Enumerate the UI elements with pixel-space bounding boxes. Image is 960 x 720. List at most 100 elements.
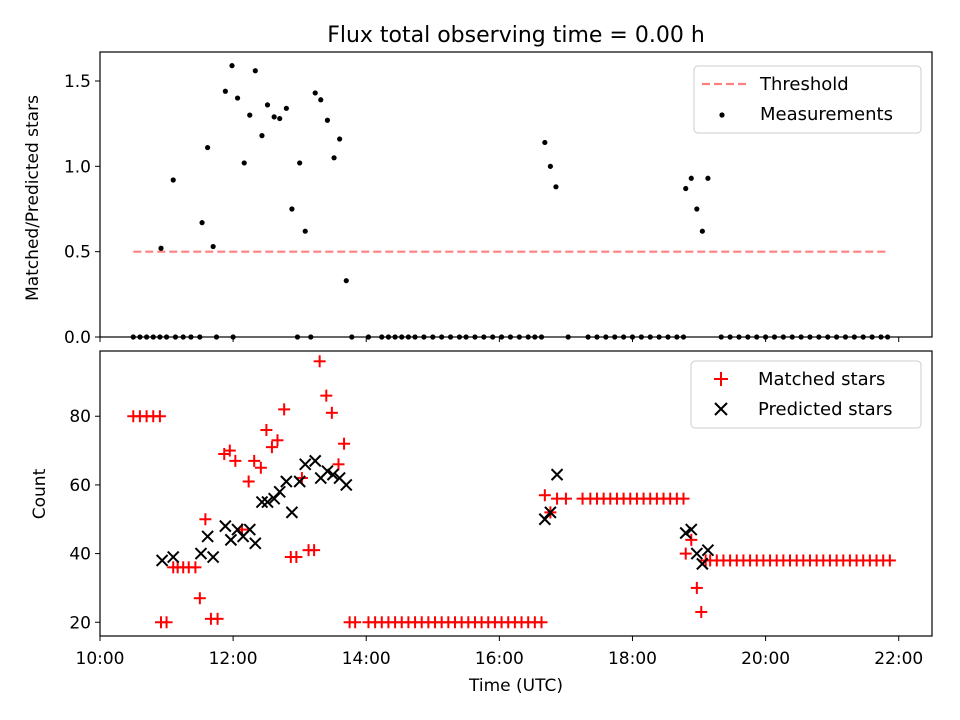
top-ytick-label: 1.0 — [64, 157, 91, 177]
matched-star-point — [260, 423, 273, 436]
predicted-star-point — [206, 550, 220, 564]
bottom-legend-box — [690, 360, 922, 429]
predicted-star-point — [167, 550, 180, 564]
legend-matched-swatch — [714, 372, 728, 386]
measurement-point — [337, 136, 343, 142]
matched-star-point — [278, 403, 291, 416]
matched-star-point — [695, 605, 708, 618]
predicted-star-point — [326, 468, 340, 481]
matched-star-point — [211, 612, 224, 625]
top-ytick-label: 1.5 — [64, 72, 91, 92]
matched-star-point — [883, 554, 896, 567]
matched-star-point — [338, 437, 351, 450]
top-panel: 0.0 0.5 1.0 1.5 Matched/Predicted stars Thr… — [23, 51, 933, 348]
predicted-star-point — [299, 458, 312, 471]
predicted-star-point — [194, 547, 208, 560]
measurement-point — [694, 206, 700, 212]
matched-star-point — [535, 616, 548, 629]
measurement-point — [289, 206, 295, 212]
measurement-point — [259, 133, 265, 139]
top-ytick-label: 0.5 — [64, 243, 91, 263]
matched-star-point — [685, 533, 698, 546]
matched-star-point — [265, 441, 278, 454]
measurement-point — [264, 102, 271, 108]
measurement-point — [312, 90, 318, 96]
matched-star-point — [332, 458, 345, 471]
legend-predicted-swatch — [714, 402, 728, 416]
legend-matched-label: Matched stars — [758, 369, 885, 390]
x-tick-label: 22:00 — [874, 649, 923, 669]
top-legend: Threshold Measurements — [693, 65, 922, 134]
measurement-point — [229, 63, 235, 69]
bottom-x-ticks: 10:00 12:00 14:00 16:00 18:00 20:00 22:00 — [76, 636, 923, 669]
measurement-point — [199, 220, 205, 226]
matched-star-point — [313, 355, 326, 368]
measurement-point — [683, 185, 689, 192]
x-tick-label: 16:00 — [475, 649, 524, 669]
measurement-point — [343, 278, 349, 284]
x-tick-label: 10:00 — [76, 649, 125, 669]
bottom-ytick-label: 20 — [69, 613, 91, 633]
legend-measurements-swatch — [719, 112, 725, 118]
legend-threshold-label: Threshold — [759, 74, 849, 95]
predicted-star-point — [696, 557, 709, 571]
measurement-point — [234, 95, 241, 101]
measurement-point — [547, 163, 553, 169]
x-tick-label: 14:00 — [342, 649, 391, 669]
matched-star-point — [153, 410, 166, 423]
bottom-legend: Matched stars Predicted stars — [690, 360, 922, 429]
measurement-point — [324, 117, 331, 123]
matched-star-point — [242, 475, 255, 488]
predicted-star-point — [685, 523, 698, 536]
predicted-star-point — [701, 543, 715, 557]
matched-star-point — [223, 444, 236, 457]
x-tick-label: 18:00 — [608, 649, 657, 669]
predicted-star-point — [155, 554, 169, 567]
top-y-axis-label: Matched/Predicted stars — [23, 95, 43, 301]
predicted-star-point — [261, 495, 274, 509]
predicted-star-point — [249, 537, 262, 550]
legend-measurements-label: Measurements — [760, 104, 893, 125]
measurement-point — [283, 105, 289, 111]
measurement-point — [318, 97, 324, 103]
matched-star-point — [349, 616, 362, 629]
predicted-star-point — [690, 547, 704, 560]
measurement-point — [331, 155, 337, 161]
predicted-star-point — [273, 485, 286, 498]
predicted-star-point — [321, 464, 334, 478]
matched-star-point — [290, 551, 303, 564]
predicted-stars-points — [155, 454, 715, 571]
measurement-point — [699, 228, 705, 234]
matched-star-point — [193, 592, 206, 605]
measurement-point — [553, 184, 559, 190]
matched-star-point — [679, 547, 692, 560]
matched-star-point — [308, 544, 321, 557]
measurement-point — [297, 160, 303, 166]
measurement-point — [210, 243, 216, 250]
measurement-point — [271, 114, 277, 120]
predicted-star-point — [255, 495, 269, 509]
predicted-star-point — [285, 506, 299, 519]
legend-predicted-label: Predicted stars — [758, 399, 892, 420]
top-ytick-label: 0.0 — [64, 328, 91, 348]
predicted-star-point — [219, 519, 232, 533]
top-axes-frame — [99, 51, 933, 338]
bottom-ytick-label: 40 — [69, 545, 91, 565]
measurement-point — [302, 228, 308, 234]
bottom-y-ticks: 20 40 60 80 — [69, 407, 100, 633]
matched-star-point — [229, 454, 242, 467]
measurement-point — [158, 245, 164, 251]
bottom-ytick-label: 80 — [69, 407, 91, 427]
predicted-star-point — [201, 530, 214, 543]
predicted-star-point — [309, 454, 322, 468]
measurement-point — [247, 112, 253, 118]
measurement-point — [170, 177, 176, 183]
x-tick-label: 20:00 — [741, 649, 790, 669]
measurement-point — [241, 160, 247, 166]
matched-star-point — [271, 434, 284, 447]
top-x-ticks — [99, 337, 900, 342]
predicted-star-point — [679, 526, 692, 540]
measurement-point — [205, 144, 211, 151]
bottom-panel: 20 40 60 80 10:00 12:00 14:00 16:00 18:00 20:00 2… — [30, 350, 933, 696]
